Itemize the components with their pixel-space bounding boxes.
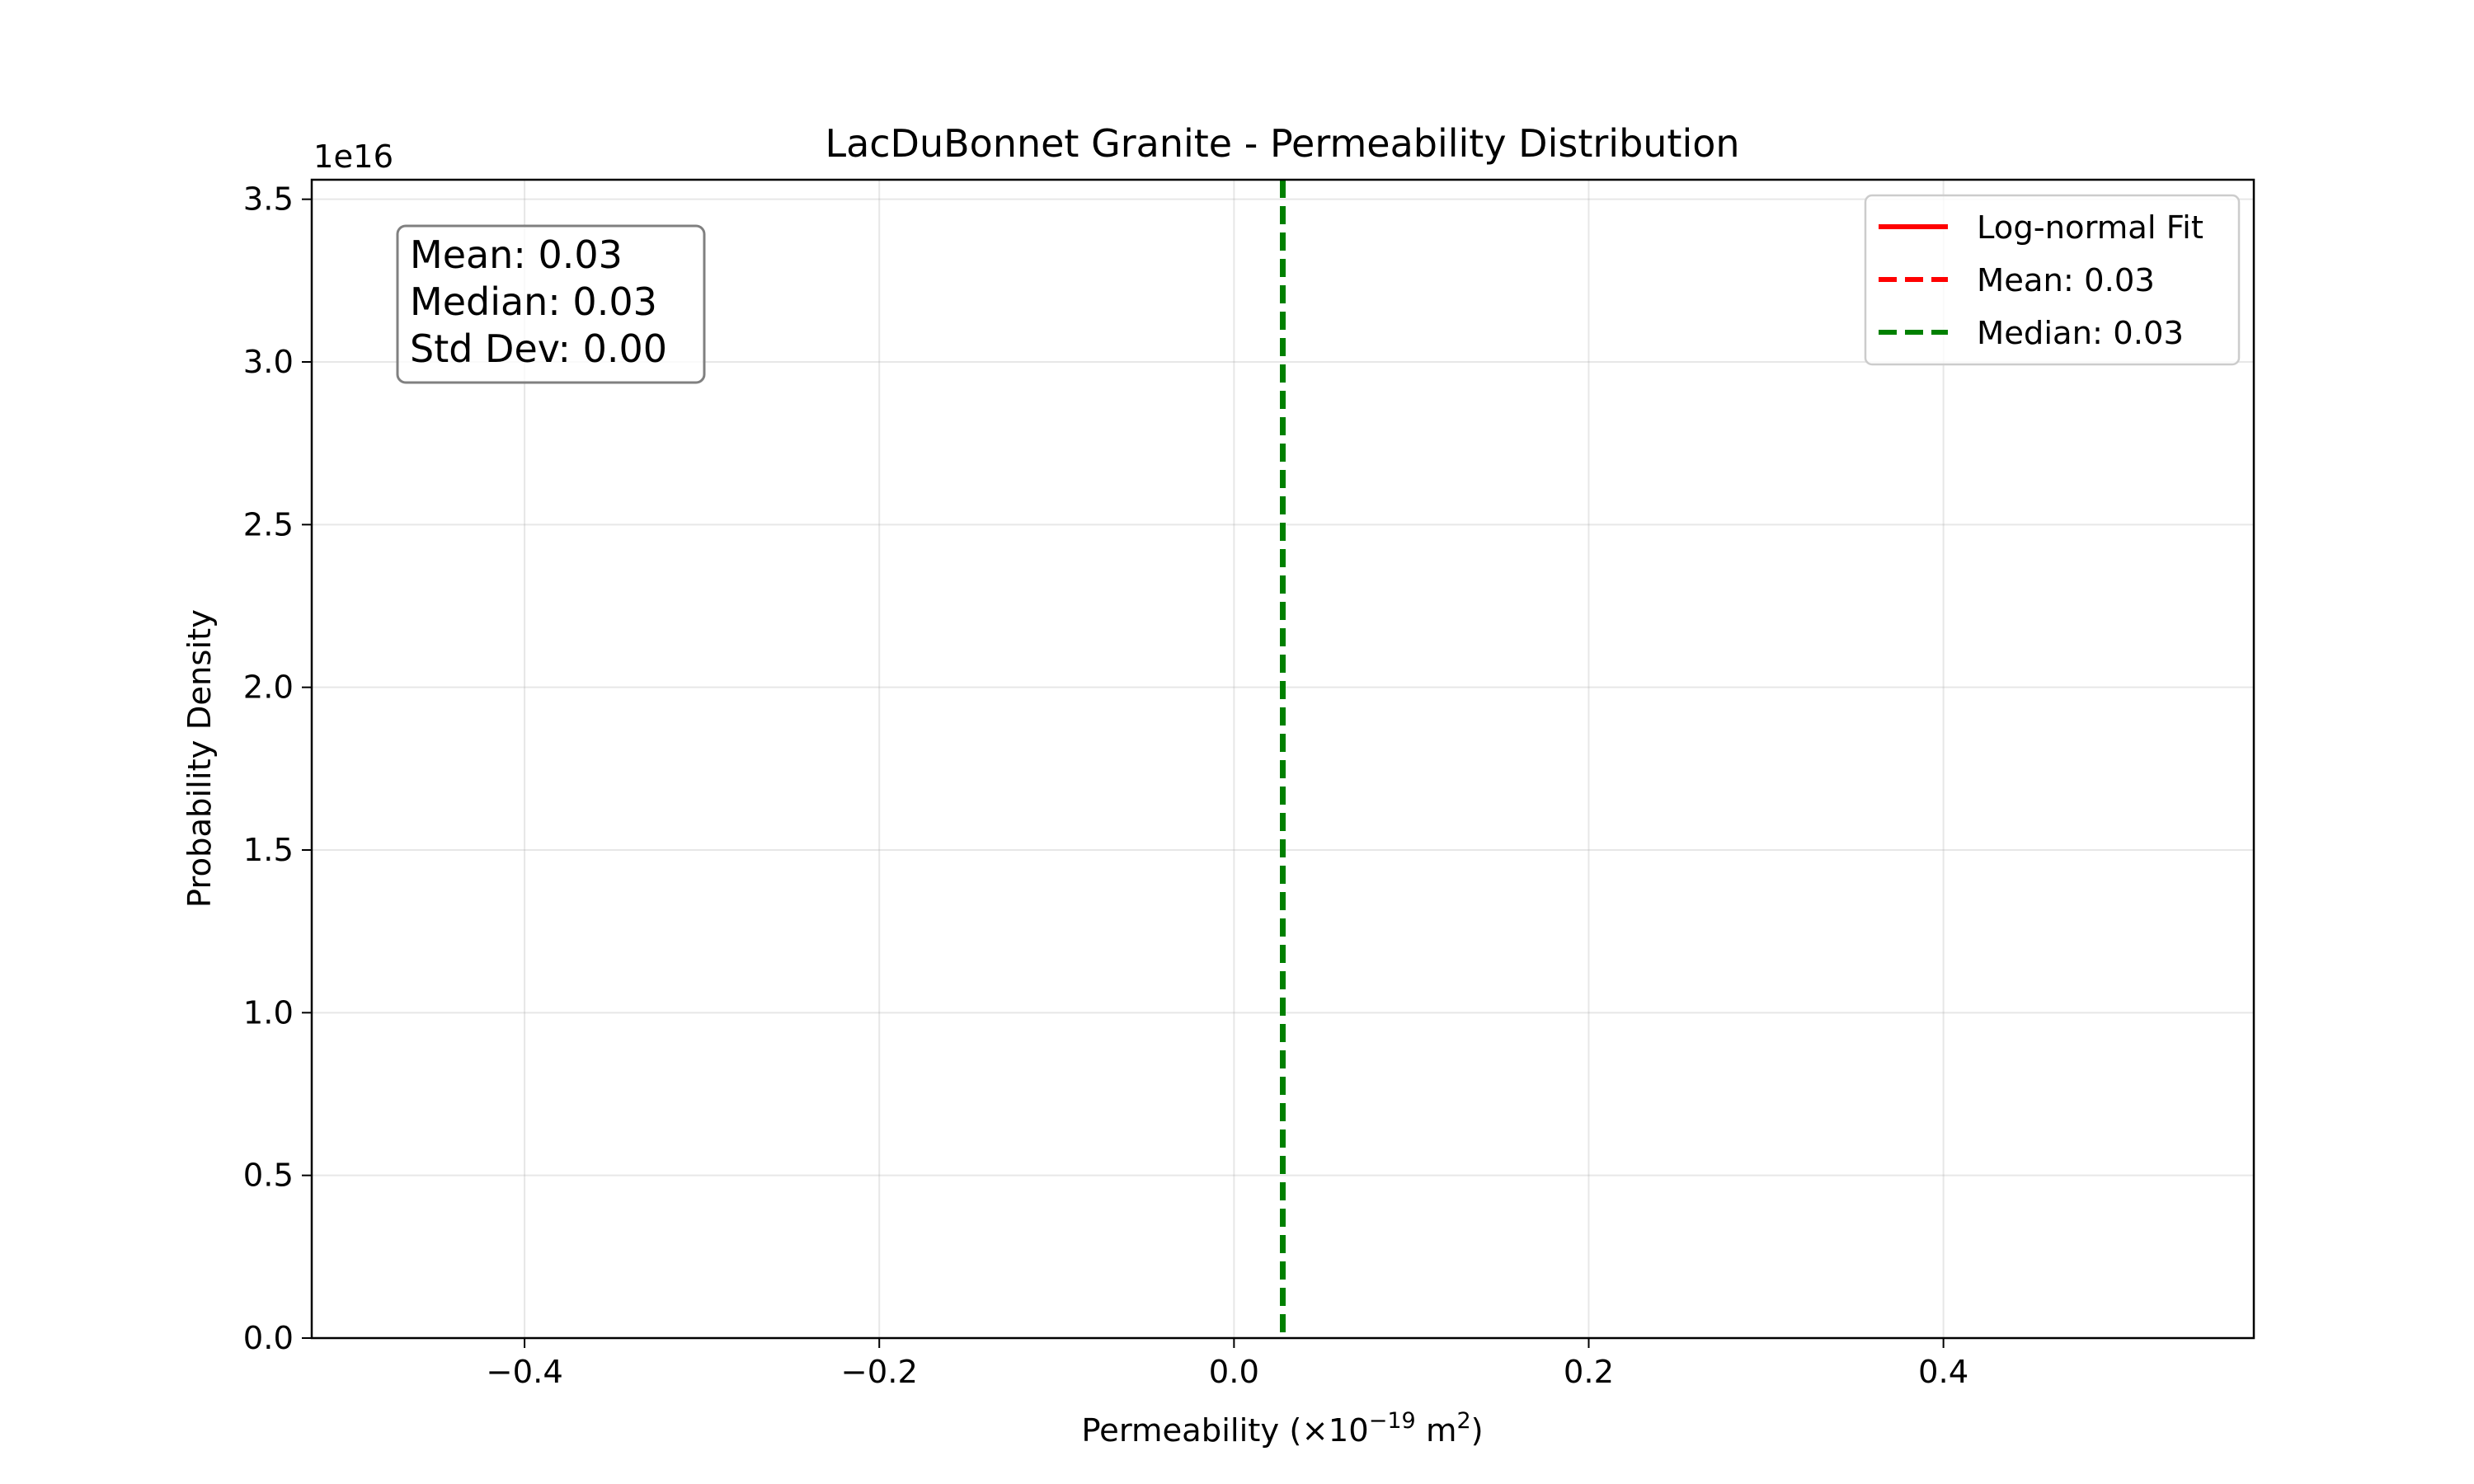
stats-box: Mean: 0.03 Median: 0.03 Std Dev: 0.00 bbox=[396, 224, 706, 384]
x-tick-label-0: −0.4 bbox=[486, 1354, 563, 1391]
legend-frame bbox=[1864, 194, 2241, 366]
y-tick-label-2: 1.0 bbox=[243, 994, 294, 1031]
y-tick-label-7: 3.5 bbox=[243, 181, 294, 218]
y-tick-label-3: 1.5 bbox=[243, 832, 294, 869]
legend-label-mean: Mean: 0.03 bbox=[1977, 262, 2155, 299]
plot-frame bbox=[310, 178, 2255, 1340]
x-axis-label-text: Permeability (×10 bbox=[1081, 1412, 1368, 1449]
stats-mean: Mean: 0.03 bbox=[410, 232, 623, 277]
x-axis-label-exponent: −19 bbox=[1369, 1408, 1416, 1434]
y-tick-label-0: 0.0 bbox=[243, 1320, 294, 1357]
x-axis-ticks: −0.4 −0.2 0.0 0.2 0.4 bbox=[486, 1338, 1968, 1391]
y-tick-label-1: 0.5 bbox=[243, 1158, 294, 1195]
x-tick-label-4: 0.4 bbox=[1918, 1354, 1968, 1391]
legend: Log-normal Fit Mean: 0.03 Median: 0.03 bbox=[1864, 194, 2241, 366]
stats-std-dev: Std Dev: 0.00 bbox=[410, 326, 667, 371]
legend-label-median: Median: 0.03 bbox=[1977, 315, 2184, 352]
x-axis-label: Permeability (×10−19 m2) bbox=[1081, 1408, 1483, 1449]
x-axis-label-close: ) bbox=[1471, 1412, 1484, 1449]
y-tick-label-4: 2.0 bbox=[243, 669, 294, 707]
y-axis-label: Probability Density bbox=[181, 609, 219, 908]
y-offset-label: 1e16 bbox=[313, 139, 393, 176]
chart-title: LacDuBonnet Granite - Permeability Distr… bbox=[825, 121, 1739, 166]
x-tick-label-1: −0.2 bbox=[840, 1354, 918, 1391]
legend-label-lognormal-fit: Log-normal Fit bbox=[1977, 209, 2204, 247]
stats-box-frame bbox=[396, 224, 706, 384]
stats-median: Median: 0.03 bbox=[410, 279, 657, 324]
x-axis-label-unit-exponent: 2 bbox=[1456, 1408, 1470, 1434]
x-axis-label-unit: m bbox=[1426, 1412, 1457, 1449]
y-tick-label-5: 2.5 bbox=[243, 506, 294, 543]
y-tick-label-6: 3.0 bbox=[243, 344, 294, 381]
y-axis-ticks: 0.0 0.5 1.0 1.5 2.0 2.5 3.0 3.5 bbox=[243, 181, 312, 1357]
x-axis-label-gap bbox=[1416, 1412, 1426, 1449]
x-tick-label-3: 0.2 bbox=[1564, 1354, 1614, 1391]
x-tick-label-2: 0.0 bbox=[1209, 1354, 1259, 1391]
